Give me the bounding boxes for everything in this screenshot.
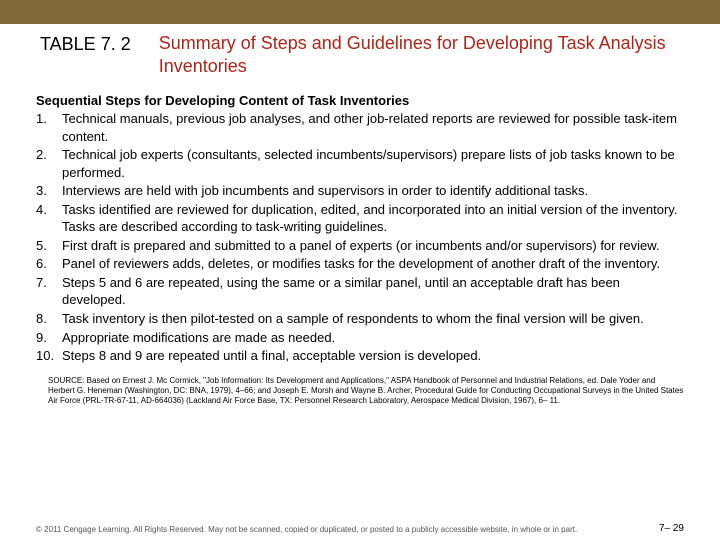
step-number: 7.: [36, 274, 62, 309]
page-number: 7– 29: [659, 523, 684, 534]
copyright: © 2011 Cengage Learning. All Rights Rese…: [36, 525, 577, 534]
table-label: TABLE 7. 2: [40, 32, 131, 55]
step-item: 9.Appropriate modifications are made as …: [36, 329, 684, 347]
page-title: Summary of Steps and Guidelines for Deve…: [159, 32, 680, 77]
section-heading: Sequential Steps for Developing Content …: [36, 93, 684, 108]
step-text: Appropriate modifications are made as ne…: [62, 329, 684, 347]
step-number: 3.: [36, 182, 62, 200]
step-number: 9.: [36, 329, 62, 347]
step-text: Technical manuals, previous job analyses…: [62, 110, 684, 145]
footer: © 2011 Cengage Learning. All Rights Rese…: [0, 523, 720, 534]
step-item: 8.Task inventory is then pilot-tested on…: [36, 310, 684, 328]
step-item: 3.Interviews are held with job incumbent…: [36, 182, 684, 200]
step-number: 4.: [36, 201, 62, 236]
steps-list: 1.Technical manuals, previous job analys…: [36, 110, 684, 365]
step-number: 8.: [36, 310, 62, 328]
step-number: 2.: [36, 146, 62, 181]
step-text: Task inventory is then pilot-tested on a…: [62, 310, 684, 328]
step-number: 1.: [36, 110, 62, 145]
step-item: 4.Tasks identified are reviewed for dupl…: [36, 201, 684, 236]
step-item: 10.Steps 8 and 9 are repeated until a fi…: [36, 347, 684, 365]
step-item: 1.Technical manuals, previous job analys…: [36, 110, 684, 145]
step-text: Technical job experts (consultants, sele…: [62, 146, 684, 181]
step-text: Steps 8 and 9 are repeated until a final…: [62, 347, 684, 365]
source-citation: SOURCE: Based on Ernest J. Mc Cormick, "…: [0, 366, 720, 406]
step-item: 7.Steps 5 and 6 are repeated, using the …: [36, 274, 684, 309]
step-text: Interviews are held with job incumbents …: [62, 182, 684, 200]
step-number: 5.: [36, 237, 62, 255]
step-number: 10.: [36, 347, 62, 365]
step-text: First draft is prepared and submitted to…: [62, 237, 684, 255]
step-item: 2.Technical job experts (consultants, se…: [36, 146, 684, 181]
step-text: Steps 5 and 6 are repeated, using the sa…: [62, 274, 684, 309]
top-bar: [0, 0, 720, 24]
content: Sequential Steps for Developing Content …: [0, 89, 720, 365]
step-item: 5.First draft is prepared and submitted …: [36, 237, 684, 255]
step-text: Panel of reviewers adds, deletes, or mod…: [62, 255, 684, 273]
step-number: 6.: [36, 255, 62, 273]
step-item: 6.Panel of reviewers adds, deletes, or m…: [36, 255, 684, 273]
step-text: Tasks identified are reviewed for duplic…: [62, 201, 684, 236]
header: TABLE 7. 2 Summary of Steps and Guidelin…: [0, 24, 720, 89]
